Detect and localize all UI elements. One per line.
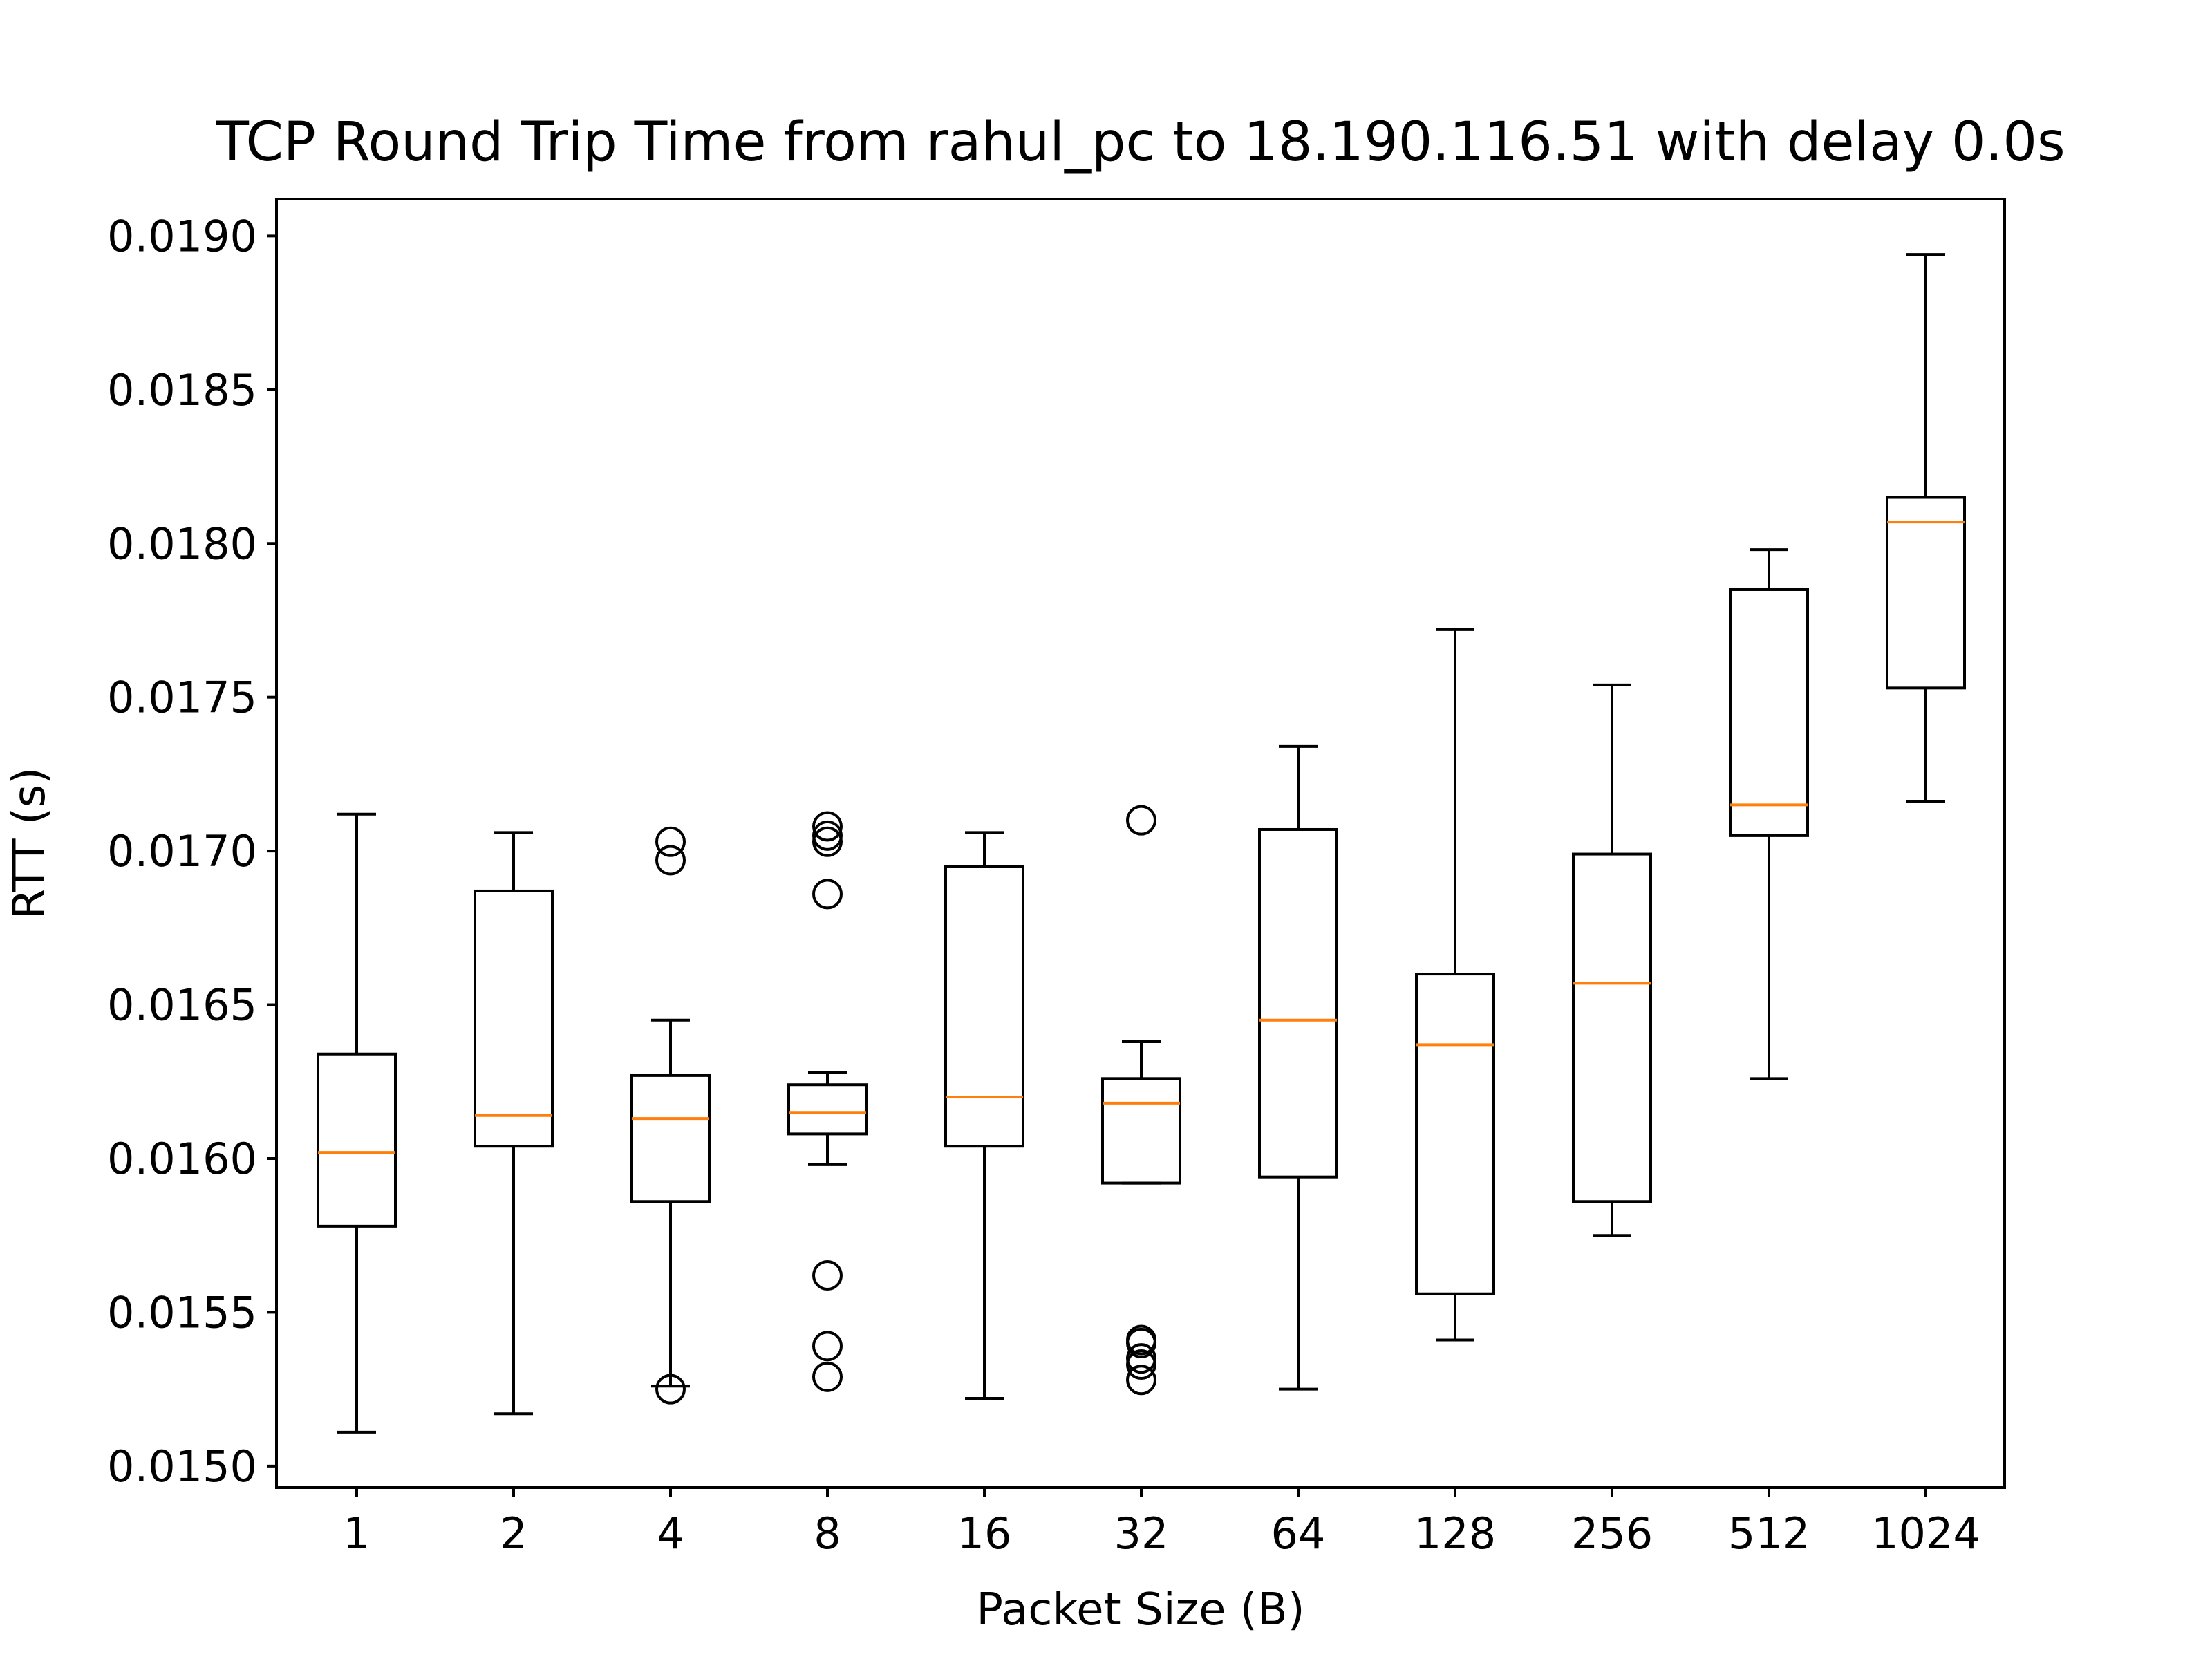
iqr-box [630,1074,711,1203]
outlier-point [1126,1327,1156,1358]
outlier-point [655,1374,686,1405]
outlier-point [812,811,843,842]
outlier-point [1126,1365,1156,1396]
iqr-box [944,865,1024,1148]
x-tick-label: 1 [343,1508,370,1559]
x-axis-label: Packet Size (B) [976,1584,1304,1635]
x-tick-label: 64 [1271,1508,1326,1559]
y-tick-label: 0.0185 [107,365,257,415]
iqr-box [1729,588,1809,837]
outlier-point [1126,1349,1156,1380]
box-group-256 [1572,683,1652,1237]
iqr-box [474,889,554,1148]
y-tick-label: 0.0160 [107,1134,257,1184]
box-group-32 [1101,805,1181,1396]
iqr-box [1886,496,1966,690]
outlier-point [812,826,843,857]
outlier-point [655,826,686,857]
outlier-point [1126,805,1156,836]
chart-title: TCP Round Trip Time from rahul_pc to 18.… [215,111,2065,174]
box-group-512 [1729,548,1809,1080]
y-axis-label: RTT (s) [4,767,55,920]
y-tick-label: 0.0180 [107,518,257,569]
box-group-1024 [1886,253,1966,803]
box-group-1 [317,812,397,1434]
x-tick-label: 2 [500,1508,527,1559]
outlier-point [812,1260,843,1291]
box-group-4 [630,826,711,1405]
chart-marks [317,253,1966,1434]
x-tick-label: 256 [1571,1508,1653,1559]
x-tick-label: 32 [1114,1508,1169,1559]
y-axis: 0.0150 0.0155 0.0160 0.0165 0.0170 0.0175 0.01… [107,211,276,1492]
outlier-point [812,1361,843,1392]
x-tick-label: 128 [1414,1508,1496,1559]
y-tick-label: 0.0190 [107,211,257,261]
x-axis: 1 2 4 8 16 32 64 128 256 512 1024 [343,1488,1980,1559]
x-tick-label: 1024 [1871,1508,1980,1559]
y-tick-label: 0.0155 [107,1287,257,1338]
outlier-point [812,1331,843,1362]
iqr-box [1101,1077,1181,1185]
box-group-64 [1258,744,1338,1391]
x-tick-label: 8 [814,1508,841,1559]
iqr-box [1258,827,1338,1179]
outlier-point [655,845,686,876]
y-tick-label: 0.0170 [107,826,257,877]
box-group-128 [1415,628,1495,1342]
y-tick-label: 0.0150 [107,1441,257,1492]
iqr-box [1572,852,1652,1203]
x-tick-label: 512 [1728,1508,1810,1559]
x-tick-label: 4 [657,1508,684,1559]
box-group-8 [787,811,868,1392]
box-group-16 [944,831,1024,1400]
iqr-box [1415,973,1495,1295]
box-group-2 [474,831,554,1416]
outlier-point [812,879,843,910]
y-tick-label: 0.0175 [107,673,257,723]
iqr-box [317,1052,397,1228]
y-tick-label: 0.0165 [107,980,257,1031]
iqr-box [787,1083,868,1136]
x-tick-label: 16 [957,1508,1012,1559]
